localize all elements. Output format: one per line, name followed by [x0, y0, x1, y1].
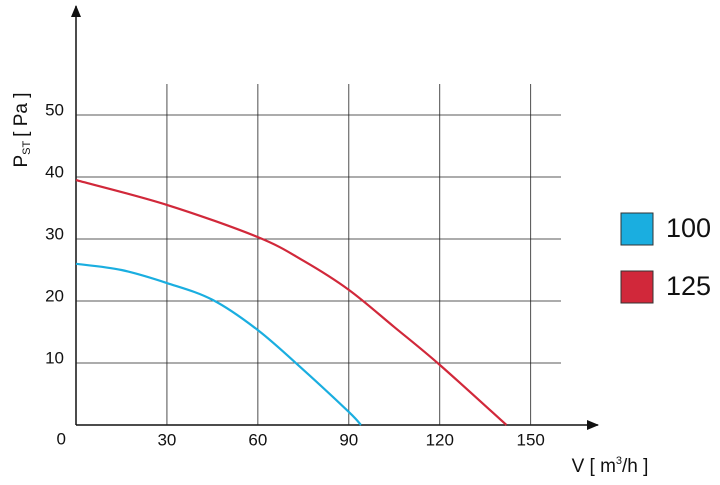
- y-tick-label: 20: [45, 286, 64, 305]
- y-label-sub: ST: [21, 141, 33, 155]
- x-tick-label: 120: [426, 430, 454, 449]
- x-tick-label: 150: [517, 430, 545, 449]
- y-tick-label: 10: [45, 348, 64, 367]
- x-label-unit: /h ]: [622, 456, 648, 477]
- x-label-sup: 3: [616, 455, 622, 467]
- x-tick-label: 60: [248, 430, 267, 449]
- x-axis-label: V [ m3/h ]: [572, 455, 649, 477]
- legend-swatch: [620, 270, 654, 304]
- y-tick-label: 0: [57, 429, 66, 448]
- legend-label: 100: [666, 213, 711, 243]
- x-tick-label: 30: [157, 430, 176, 449]
- x-tick-label: 90: [339, 430, 358, 449]
- y-tick-label: 50: [45, 100, 64, 119]
- y-tick-label: 30: [45, 224, 64, 243]
- x-label-main: V [ m: [572, 456, 616, 477]
- y-label-main: P: [11, 155, 32, 168]
- line-series: [75, 262, 362, 426]
- line-series: [75, 179, 508, 426]
- legend-label: 125: [666, 271, 711, 301]
- legend: 100 125: [620, 212, 711, 304]
- legend-swatch: [620, 212, 654, 246]
- y-label-unit: [ Pa ]: [11, 92, 32, 136]
- y-axis-label: PST [ Pa ]: [11, 92, 33, 167]
- y-tick-label: 40: [45, 162, 64, 181]
